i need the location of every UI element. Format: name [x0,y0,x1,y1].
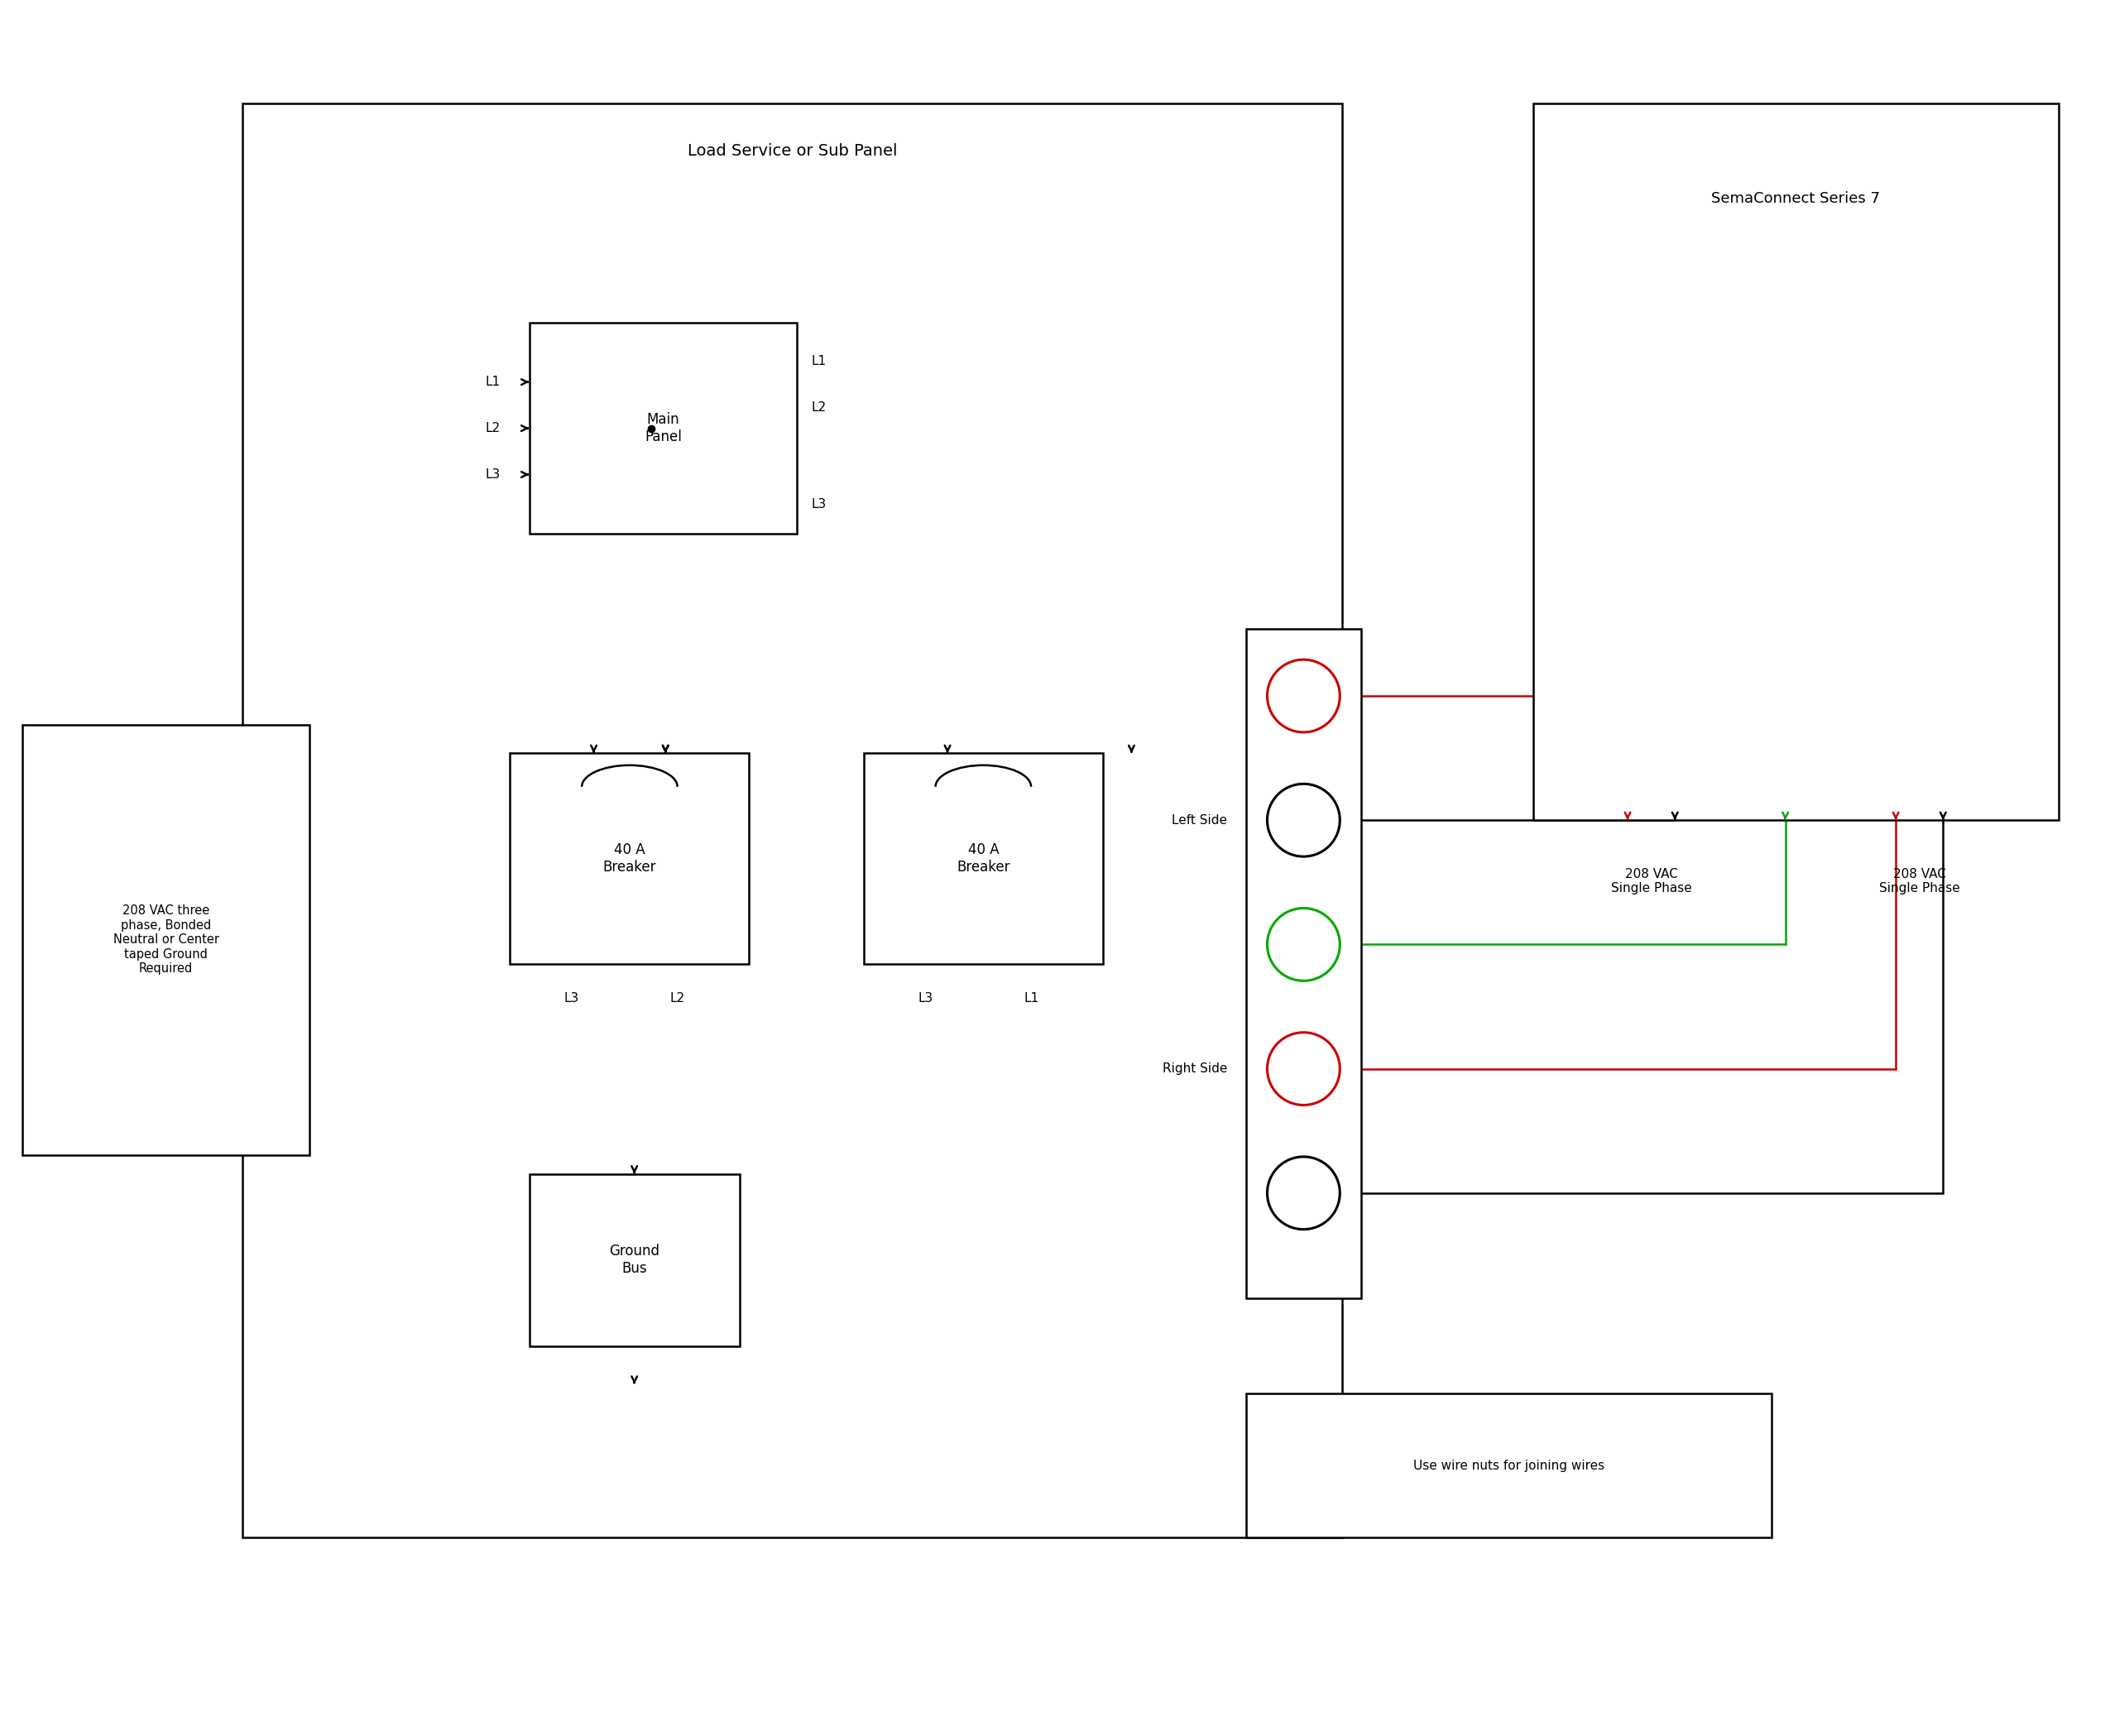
Bar [1247,1394,1772,1536]
Bar [511,753,749,963]
Text: L2: L2 [485,422,500,434]
Text: 208 VAC three
phase, Bonded
Neutral or Center
taped Ground
Required: 208 VAC three phase, Bonded Neutral or C… [114,904,219,974]
Text: L1: L1 [810,356,827,368]
Bar [1247,628,1361,1299]
Text: L3: L3 [485,469,500,481]
Text: L2: L2 [810,401,827,413]
Text: 40 A
Breaker: 40 A Breaker [956,842,1011,875]
Circle shape [1268,1033,1340,1106]
Text: Right Side: Right Side [1163,1062,1228,1075]
Bar [1534,102,2059,819]
Circle shape [1268,660,1340,733]
Bar [530,1174,738,1345]
Circle shape [1268,908,1340,981]
Text: L3: L3 [918,993,933,1005]
Text: Main
Panel: Main Panel [644,411,682,444]
Text: L3: L3 [563,993,580,1005]
Circle shape [1268,1156,1340,1229]
Bar [530,323,798,533]
Text: Load Service or Sub Panel: Load Service or Sub Panel [688,142,897,160]
Bar [243,102,1342,1536]
Bar [23,724,310,1154]
Text: 40 A
Breaker: 40 A Breaker [603,842,656,875]
Text: L1: L1 [485,375,500,389]
Bar [863,753,1104,963]
Text: 208 VAC
Single Phase: 208 VAC Single Phase [1880,868,1960,894]
Text: Use wire nuts for joining wires: Use wire nuts for joining wires [1414,1460,1606,1472]
Text: Ground
Bus: Ground Bus [610,1245,660,1276]
Text: SemaConnect Series 7: SemaConnect Series 7 [1711,191,1880,207]
Text: L3: L3 [810,498,827,510]
Text: Left Side: Left Side [1171,814,1228,826]
Text: L1: L1 [1023,993,1038,1005]
Circle shape [1268,785,1340,856]
Text: L2: L2 [671,993,686,1005]
Text: 208 VAC
Single Phase: 208 VAC Single Phase [1610,868,1692,894]
